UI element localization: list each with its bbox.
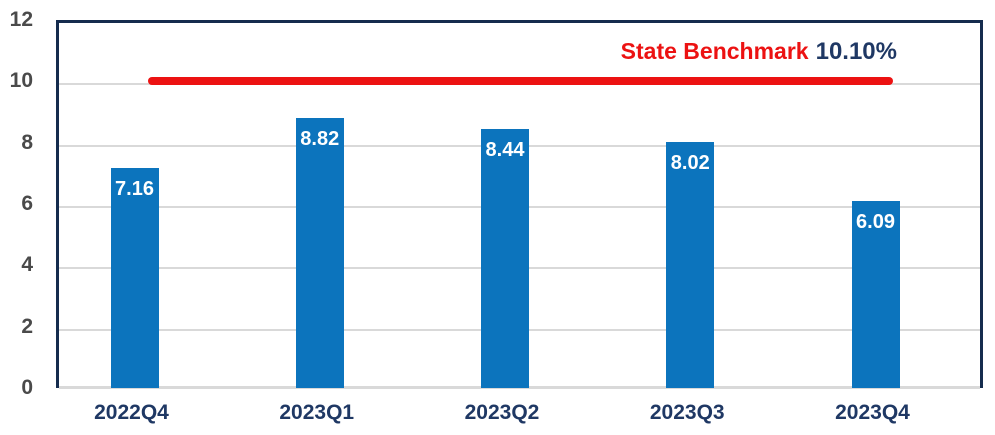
x-axis-label-2022Q4: 2022Q4 [94,401,169,424]
bar-2023Q2: 8.44 [481,129,529,388]
x-axis-label-2023Q4: 2023Q4 [835,401,910,424]
benchmark-line [148,77,893,86]
bar-2022Q4: 7.16 [110,168,159,388]
y-axis-tick-label: 4 [21,253,33,277]
y-axis-tick-label: 0 [21,376,33,399]
y-axis-tick-label: 12 [9,8,33,31]
bar-value-label: 8.02 [670,152,710,175]
benchmark-value-text: 10.10% [815,38,897,65]
bar-2023Q4: 6.09 [851,201,900,388]
y-axis-tick-label: 10 [9,69,33,93]
benchmark-label: State Benchmark 10.10% [621,40,897,64]
plot-area: 7.16 8.82 8.44 8.02 6.09 [56,20,983,389]
bar-value-label: 8.82 [300,127,340,150]
y-axis-tick-label: 8 [21,130,33,154]
bar-2023Q1: 8.82 [295,117,344,388]
x-axis-label-2023Q1: 2023Q1 [279,401,355,424]
x-axis-label-2023Q2: 2023Q2 [464,401,540,424]
benchmark-label-text: State Benchmark [620,38,809,64]
bar-value-label: 7.16 [115,178,154,201]
x-axis-label-2023Q3: 2023Q3 [649,401,725,424]
bar-value-label: 8.44 [485,139,525,162]
bar-2023Q3: 8.02 [666,142,715,388]
bar-value-label: 6.09 [856,211,895,234]
y-axis-tick-label: 6 [21,192,33,215]
y-axis-tick-label: 2 [21,314,33,338]
